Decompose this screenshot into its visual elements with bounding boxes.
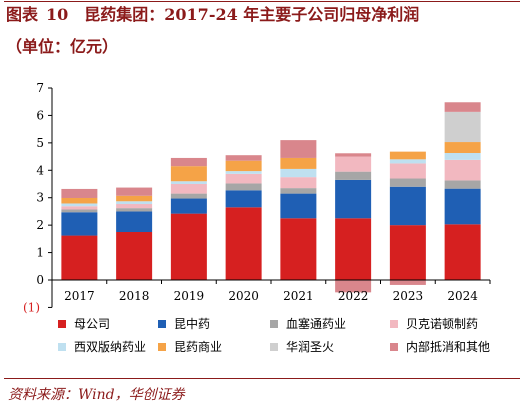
- bar-segment: [444, 102, 481, 112]
- legend-label: 内部抵消和其他: [406, 339, 490, 354]
- y-tick-label-negative: (1): [23, 300, 40, 314]
- x-tick-label: 2020: [228, 289, 259, 303]
- legend-swatch: [270, 320, 278, 328]
- stacked-bar-chart: 0 1 2 3 4 5 6 7 (1) 2017 2018 2019 2020 2021 2022 2023 2…: [23, 81, 491, 354]
- bar-segment: [116, 187, 153, 196]
- bar-segment: [170, 184, 207, 194]
- bar-segment: [389, 159, 426, 164]
- bar-segment: [116, 232, 153, 280]
- x-tick-label: 2018: [119, 289, 150, 303]
- bar-segment: [116, 208, 153, 212]
- x-tick-label: 2022: [338, 289, 369, 303]
- bar-segment: [61, 206, 98, 210]
- bar-segment: [389, 151, 426, 160]
- legend-swatch: [158, 320, 166, 328]
- legend-swatch: [390, 320, 398, 328]
- bar-segment: [116, 201, 153, 205]
- bar-segment: [61, 212, 98, 236]
- legend-label: 西双版纳药业: [74, 340, 146, 354]
- bar-segment: [116, 211, 153, 232]
- legend-swatch: [58, 343, 66, 351]
- bar-segment: [335, 179, 372, 219]
- bar-segment: [444, 111, 481, 143]
- y-tick-label: 4: [36, 163, 44, 177]
- legend-label: 贝克诺顿制药: [406, 317, 478, 331]
- x-tick-label: 2017: [64, 289, 95, 303]
- bar-segment: [170, 181, 207, 184]
- bar-segment: [61, 188, 98, 198]
- bar-segment: [280, 157, 317, 169]
- bar-segment: [280, 193, 317, 219]
- legend-swatch: [158, 343, 166, 351]
- source-note: 资料来源：Wind，华创证券: [8, 387, 185, 403]
- figure-title: 图表 10 昆药集团：2017-24 年主要子公司归母净利润: [6, 4, 518, 26]
- legend-label: 华润圣火: [286, 340, 334, 354]
- bar-segment: [280, 140, 317, 158]
- bar-segment: [444, 153, 481, 160]
- y-tick-label: 5: [36, 136, 44, 150]
- y-tick-label: 7: [36, 81, 44, 95]
- y-tick-label: 2: [36, 218, 44, 232]
- bar-segment: [389, 178, 426, 187]
- bar-segment: [389, 280, 426, 285]
- figure-label: 图表: [6, 5, 39, 24]
- bar-segment: [225, 183, 262, 191]
- bar-segment: [225, 173, 262, 184]
- bar-segment: [225, 155, 262, 161]
- bar-segment: [280, 218, 317, 280]
- bar-segment: [170, 198, 207, 214]
- bar-segment: [116, 195, 153, 202]
- legend-swatch: [390, 343, 398, 351]
- bar-segment: [280, 177, 317, 189]
- bar-segment: [444, 224, 481, 280]
- legend-swatch: [270, 343, 278, 351]
- bar-segment: [444, 188, 481, 225]
- bar-segment: [335, 153, 372, 157]
- bar-segment: [170, 157, 207, 167]
- x-tick-label: 2023: [393, 289, 424, 303]
- top-rule: [4, 1, 520, 2]
- bar-segment: [225, 207, 262, 280]
- bar-segment: [225, 171, 262, 174]
- bar-segment: [280, 168, 317, 178]
- legend-label: 母公司: [74, 317, 110, 331]
- y-tick-label: 3: [36, 191, 44, 205]
- bar-segment: [225, 160, 262, 172]
- bar-segment: [335, 218, 372, 280]
- bar-segment: [335, 280, 372, 293]
- bar-segment: [61, 197, 98, 204]
- bar-segment: [170, 213, 207, 280]
- legend-label: 昆中药: [174, 316, 210, 331]
- bar-segment: [61, 235, 98, 280]
- bar-segment: [170, 166, 207, 182]
- bar-segment: [444, 180, 481, 189]
- bottom-rule: [4, 378, 520, 379]
- bar-segment: [335, 156, 372, 172]
- bar-segment: [389, 163, 426, 179]
- x-tick-label: 2024: [447, 289, 478, 303]
- bar-segment: [116, 204, 153, 209]
- bar-segment: [335, 171, 372, 180]
- x-tick-label: 2021: [283, 289, 314, 303]
- y-tick-label: 1: [36, 246, 44, 260]
- bar-segment: [389, 186, 426, 226]
- bar-segment: [389, 225, 426, 280]
- bar-segment: [61, 203, 98, 207]
- legend-swatch: [58, 320, 66, 328]
- bar-segment: [170, 193, 207, 199]
- y-tick-label: 0: [36, 273, 44, 287]
- legend-label: 血塞通药业: [286, 316, 346, 331]
- bar-segment: [444, 142, 481, 154]
- bar-segment: [444, 159, 481, 181]
- legend-label: 昆药商业: [174, 339, 222, 354]
- figure-number: 10: [46, 5, 69, 24]
- x-tick-label: 2019: [174, 289, 205, 303]
- chart-title: 昆药集团：2017-24 年主要子公司归母净利润: [84, 5, 420, 24]
- bar-segment: [225, 190, 262, 208]
- chart-unit: （单位：亿元）: [6, 37, 119, 56]
- bar-segment: [280, 188, 317, 194]
- y-tick-label: 6: [36, 108, 44, 122]
- bar-segment: [61, 209, 98, 213]
